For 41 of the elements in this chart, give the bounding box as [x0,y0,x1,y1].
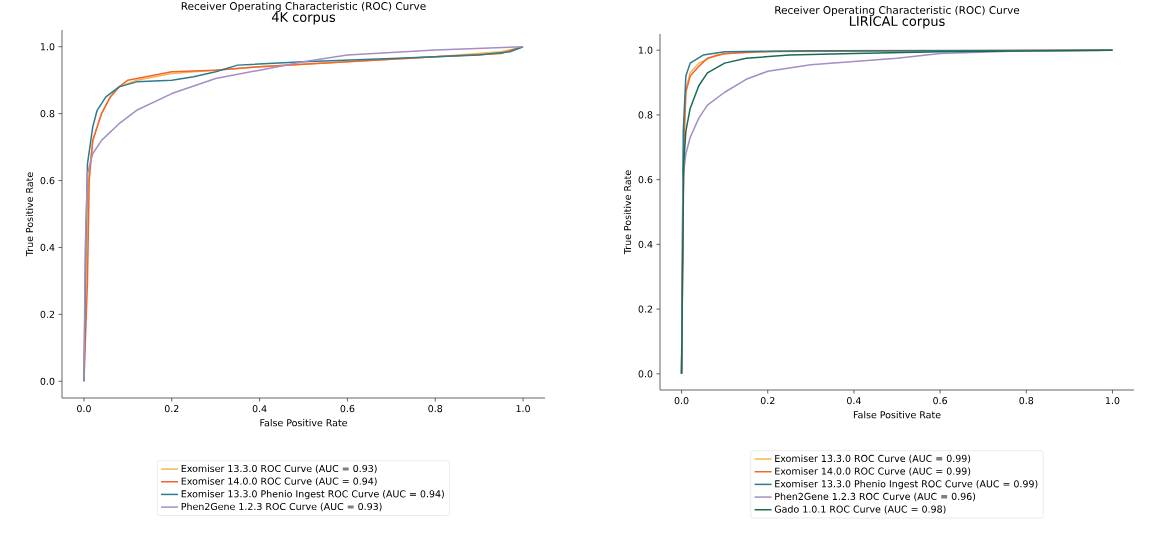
x-tick-label: 0.6 [933,397,948,405]
x-tick-label: 0.4 [252,405,267,413]
x-tick-label: 1.0 [1105,397,1120,405]
legend-label: Exomiser 14.0.0 ROC Curve (AUC = 0.99) [775,467,971,476]
x-tick-label: 0.8 [428,405,443,413]
legend-label: Exomiser 13.3.0 Phenio Ingest ROC Curve (AUC = 0.99) [775,480,1038,490]
y-tick-label: 0.2 [40,310,55,318]
legend-label: Phen2Gene 1.2.3 ROC Curve (AUC = 0.93) [181,502,382,512]
y-tick-label: 0.0 [40,377,55,385]
x-tick-label: 0.0 [77,405,91,413]
legend-label: Exomiser 13.3.0 ROC Curve (AUC = 0.93) [181,464,377,474]
x-tick-label: 0.4 [847,397,861,405]
x-axis-title: False Positive Rate [260,419,347,427]
y-tick-label: 0.8 [638,111,653,119]
legend-label: Gado 1.0.1 ROC Curve (AUC = 0.98) [774,505,946,514]
x-tick-label: 0.8 [1019,397,1034,405]
y-tick-label: 0.0 [638,370,653,378]
chart-subtitle: 4K corpus [271,12,336,25]
y-axis-title: True Positive Rate [25,172,34,257]
x-tick-label: 0.0 [674,397,689,405]
y-tick-label: 0.6 [40,176,55,185]
chart-subtitle: LIRICAL corpus [849,16,945,29]
y-tick-label: 1.0 [40,43,55,51]
chart-title: Receiver Operating Characteristic (ROC) Curve [181,1,426,13]
legend-label: Exomiser 13.3.0 Phenio Ingest ROC Curve (AUC = 0.94) [181,490,444,500]
legend-label: Phen2Gene 1.2.3 ROC Curve (AUC = 0.96) [775,492,976,502]
x-tick-label: 0.2 [760,397,775,405]
chart-title: Receiver Operating Characteristic (ROC) Curve [775,5,1020,17]
y-tick-label: 0.6 [638,176,653,184]
y-tick-label: 0.2 [638,305,653,313]
y-axis-title: True Positive Rate [623,170,632,255]
y-tick-label: 1.0 [638,46,653,54]
y-tick-label: 0.4 [40,243,55,252]
x-tick-label: 0.6 [340,405,355,413]
legend-label: Exomiser 14.0.0 ROC Curve (AUC = 0.94) [181,477,377,486]
y-tick-label: 0.4 [638,240,653,248]
x-axis-title: False Positive Rate [853,411,941,419]
x-tick-label: 1.0 [516,405,530,413]
legend-label: Exomiser 13.3.0 ROC Curve (AUC = 0.99) [775,454,971,464]
x-tick-label: 0.2 [164,405,179,413]
y-tick-label: 0.8 [40,110,55,118]
